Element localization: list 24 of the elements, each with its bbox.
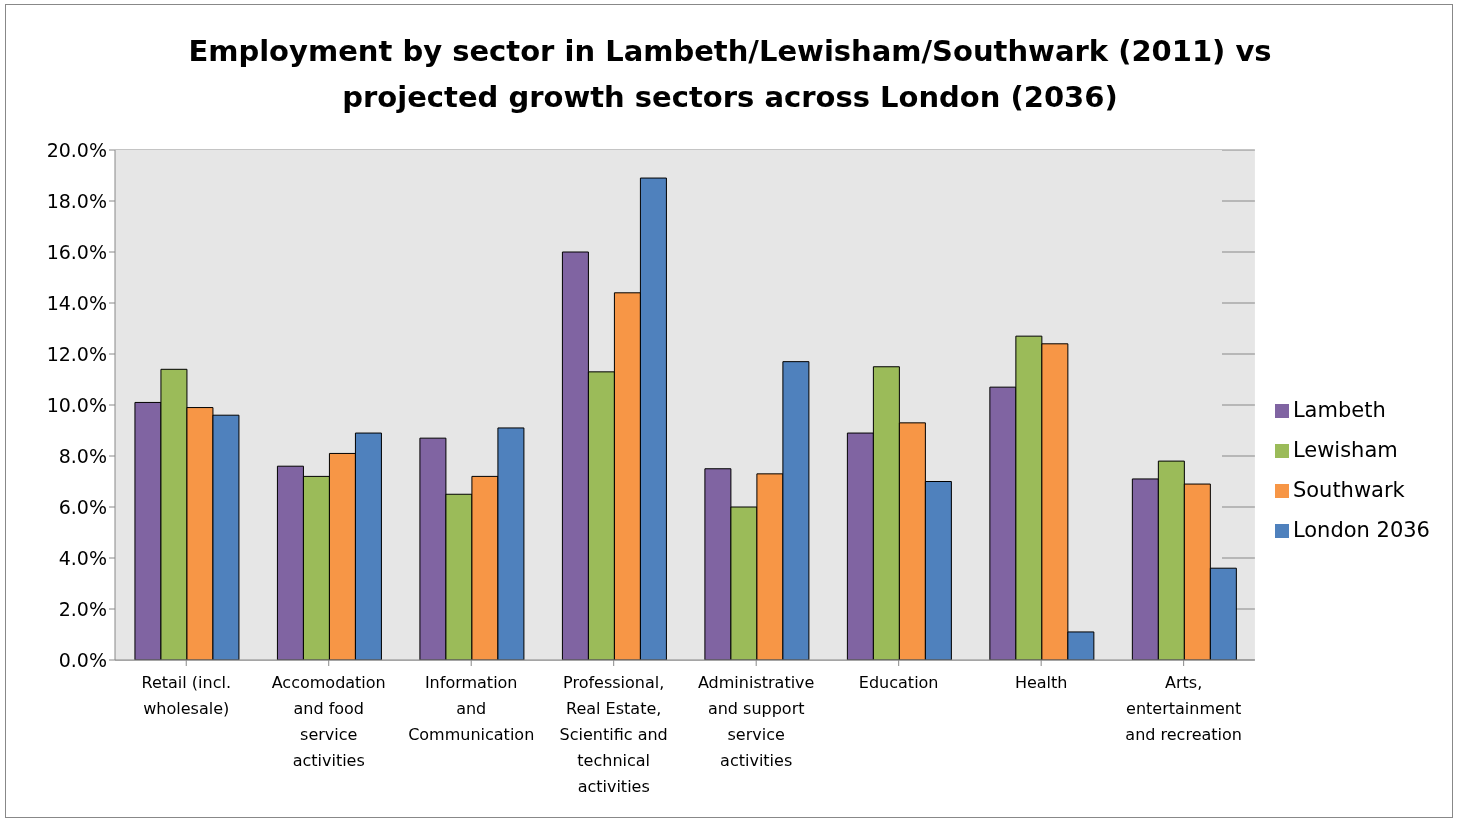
legend-label: Lewisham	[1292, 438, 1398, 462]
y-tick-label: 16.0%	[46, 240, 107, 263]
legend-label: London 2036	[1292, 518, 1430, 542]
y-tick-label: 4.0%	[58, 546, 107, 569]
x-tick-label: Education	[858, 673, 939, 692]
x-tick-label: Information and Communication	[408, 673, 535, 744]
x-tick-label: Retail (incl. wholesale)	[141, 673, 231, 718]
y-tick-label: 14.0%	[46, 291, 107, 314]
y-tick-label: 6.0%	[58, 495, 107, 518]
legend-label: Lambeth	[1292, 398, 1386, 422]
y-tick-label: 10.0%	[46, 393, 107, 416]
x-tick-label: Accomodation and food service activities	[271, 673, 386, 770]
y-tick-label: 2.0%	[58, 597, 107, 620]
x-tick-label: Health	[1014, 673, 1068, 692]
y-tick-label: 20.0%	[46, 138, 107, 161]
chart-title: Employment by sector in Lambeth/Lewisham/Southwark (2011) vs projected growth sectors across London (2036)	[187, 33, 1273, 116]
x-tick-label: Professional, Real Estate, Scientific and technical activities	[559, 673, 668, 796]
y-tick-label: 18.0%	[46, 189, 107, 212]
legend-label: Southwark	[1292, 478, 1405, 502]
x-tick-label: Arts, entertainment and recreation	[1125, 673, 1242, 744]
y-tick-label: 0.0%	[58, 648, 107, 671]
y-tick-label: 8.0%	[58, 444, 107, 467]
y-tick-label: 12.0%	[46, 342, 107, 365]
x-tick-label: Administrative and support service activities	[697, 673, 815, 770]
